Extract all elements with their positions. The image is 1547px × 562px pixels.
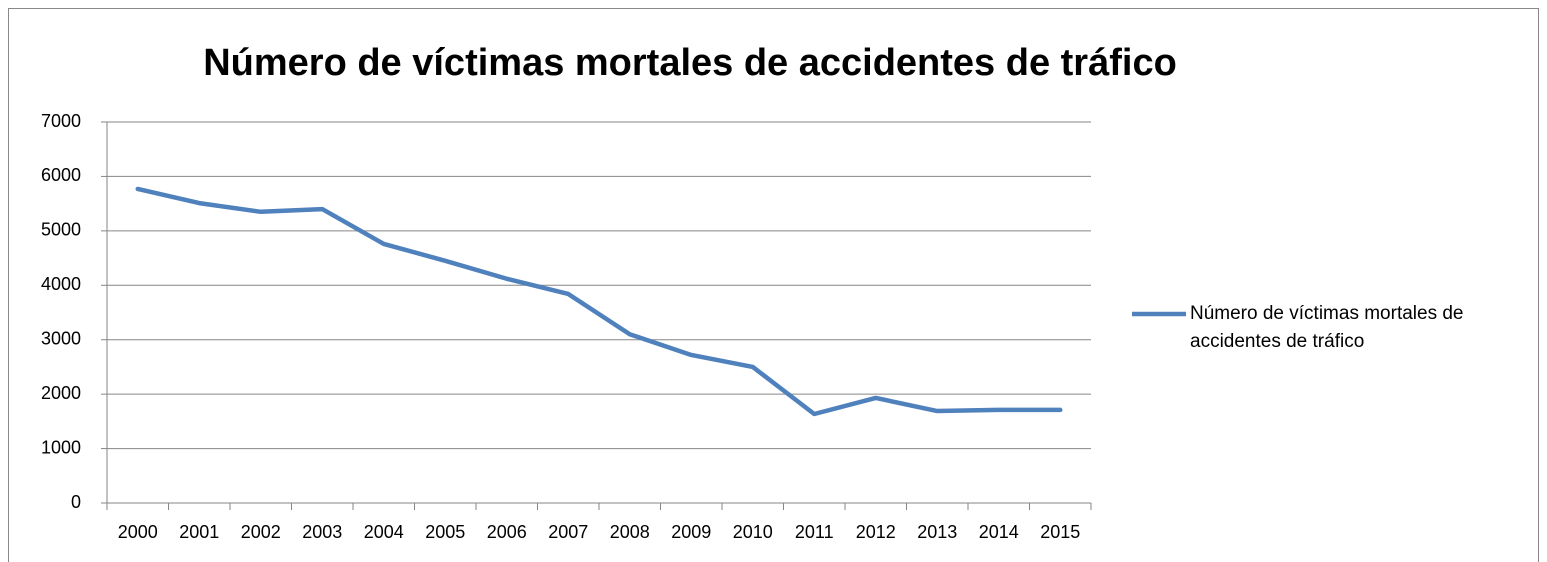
y-tick-label: 3000	[41, 328, 81, 348]
x-tick-label: 2009	[671, 522, 711, 542]
x-tick-label: 2003	[302, 522, 342, 542]
x-tick-label: 2013	[917, 522, 957, 542]
x-tick-label: 2001	[179, 522, 219, 542]
y-tick-label: 0	[71, 492, 81, 512]
x-tick-label: 2000	[118, 522, 158, 542]
x-tick-label: 2012	[856, 522, 896, 542]
x-tick-label: 2007	[548, 522, 588, 542]
y-tick-label: 1000	[41, 437, 81, 457]
x-tick-label: 2002	[241, 522, 281, 542]
x-tick-label: 2006	[487, 522, 527, 542]
x-tick-label: 2010	[733, 522, 773, 542]
y-tick-label: 4000	[41, 274, 81, 294]
x-tick-label: 2014	[979, 522, 1019, 542]
y-tick-label: 2000	[41, 383, 81, 403]
y-tick-label: 5000	[41, 220, 81, 240]
data-line	[135, 186, 1063, 417]
chart-title: Número de víctimas mortales de accidente…	[203, 42, 1177, 84]
x-tick-label: 2005	[425, 522, 465, 542]
y-tick-label: 7000	[41, 111, 81, 131]
x-tick-label: 2011	[795, 522, 834, 542]
x-tick-label: 2008	[610, 522, 650, 542]
x-tick-label: 2015	[1040, 522, 1080, 542]
y-tick-label: 6000	[41, 165, 81, 185]
legend-label: Número de víctimas mortales de accidente…	[1190, 303, 1464, 352]
x-tick-label: 2004	[364, 522, 404, 542]
